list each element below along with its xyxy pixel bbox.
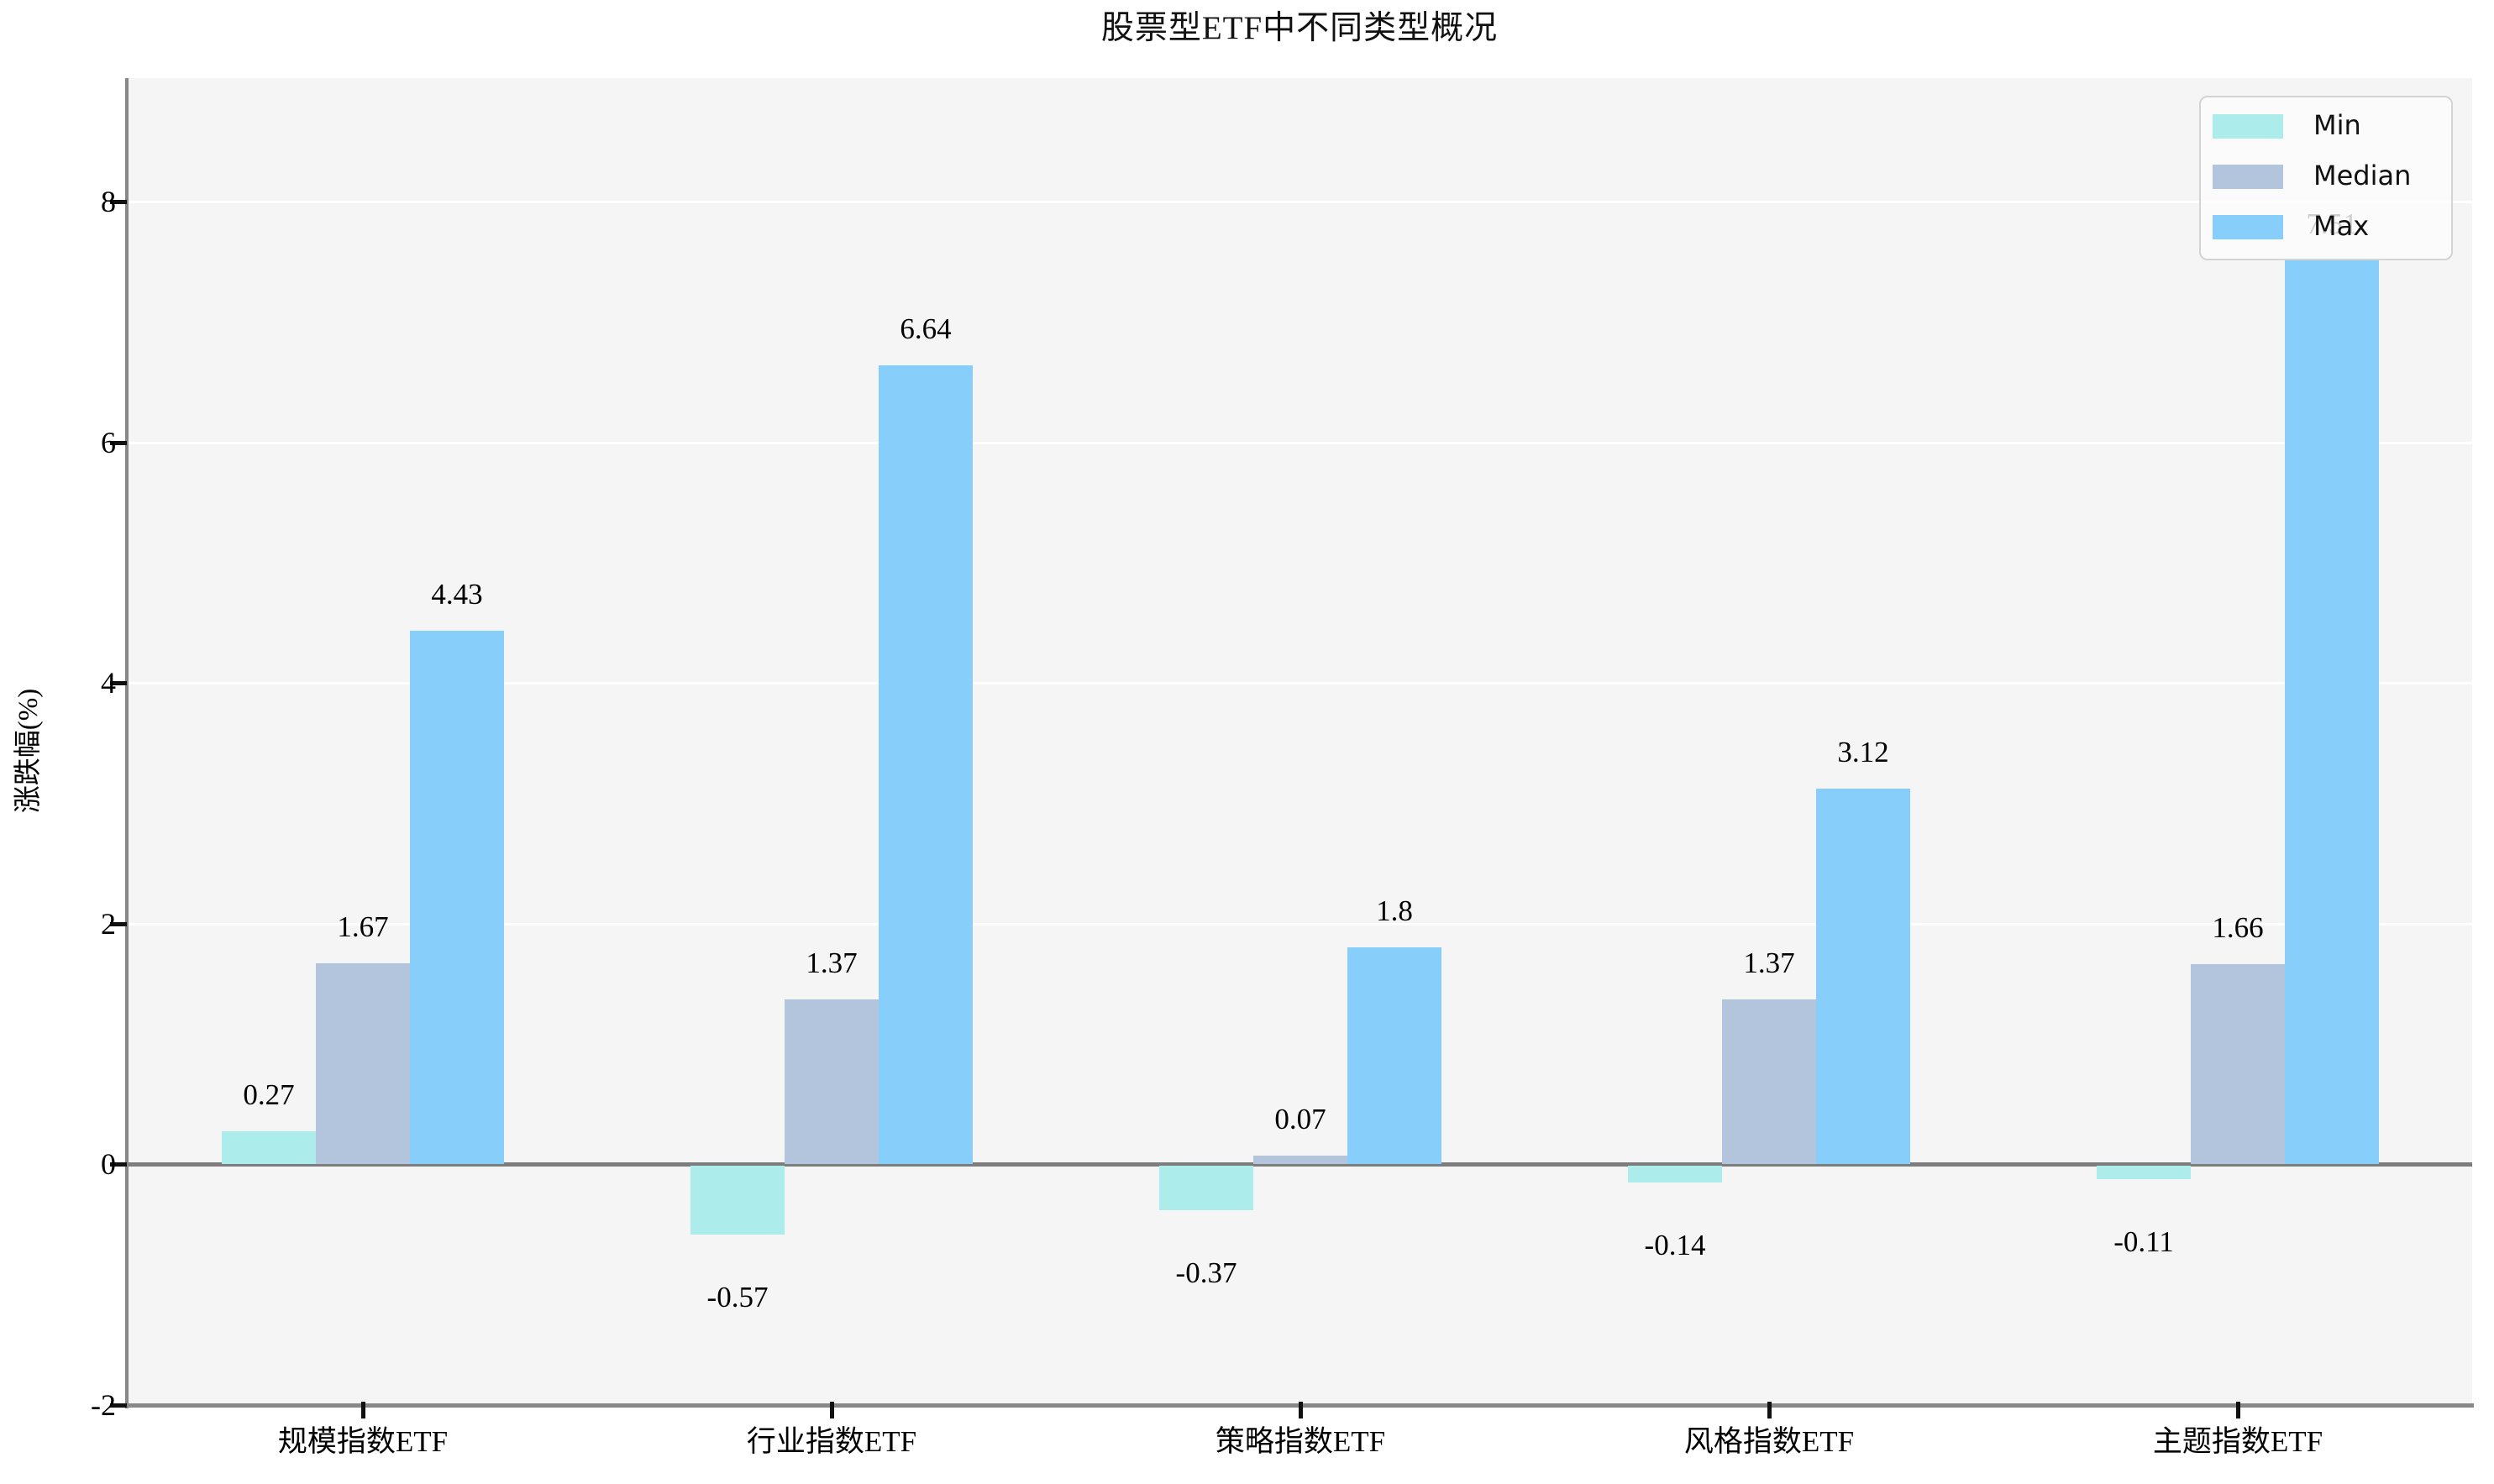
- x-tick-label: 风格指数ETF: [1683, 1425, 1855, 1458]
- y-tick-mark: [110, 200, 127, 204]
- x-tick-label: 策略指数ETF: [1215, 1425, 1386, 1458]
- y-tick-label: 2: [101, 906, 116, 941]
- bar-median: [1722, 999, 1816, 1164]
- bar-median: [785, 999, 879, 1164]
- y-tick-mark: [110, 440, 127, 445]
- x-tick-mark: [830, 1402, 834, 1418]
- bar-min: [1628, 1166, 1722, 1183]
- bar-value-label: -0.37: [1175, 1256, 1237, 1289]
- x-tick-mark: [1767, 1402, 1772, 1418]
- bar-value-label: 0.27: [243, 1078, 295, 1112]
- legend-label: Min: [2313, 109, 2361, 141]
- bar-value-label: 1.37: [806, 946, 858, 979]
- bar-value-label: 0.07: [1274, 1102, 1326, 1135]
- bar-value-label: -0.14: [1644, 1229, 1706, 1262]
- gridline-y6: [127, 441, 2472, 444]
- bar-min: [2097, 1166, 2191, 1179]
- y-tick-mark: [110, 921, 127, 926]
- bar-value-label: 1.8: [1376, 894, 1413, 928]
- x-tick-label: 行业指数ETF: [746, 1425, 917, 1458]
- legend-swatch-max-icon: [2213, 215, 2283, 239]
- legend-label: Max: [2313, 210, 2370, 242]
- bar-max: [1816, 789, 1910, 1164]
- legend-swatch-min-icon: [2213, 114, 2283, 139]
- bar-value-label: 1.67: [337, 910, 389, 943]
- gridline-y2: [127, 922, 2472, 926]
- y-tick-label: 0: [101, 1147, 116, 1181]
- legend-swatch-median-icon: [2213, 165, 2283, 189]
- bar-value-label: 3.12: [1837, 736, 1889, 769]
- bar-value-label: 1.37: [1743, 946, 1795, 979]
- gridline-y8: [127, 201, 2472, 203]
- bar-max: [2285, 260, 2379, 1164]
- bar-value-label: -0.57: [706, 1280, 769, 1314]
- bar-value-label: -0.11: [2113, 1224, 2174, 1258]
- bar-min: [690, 1166, 785, 1235]
- x-tick-mark: [2236, 1402, 2240, 1418]
- plot-area: 0.27 -0.57 -0.37 -0.14 -0.11 1.67 1.37 0.07 1.37…: [127, 78, 2472, 1405]
- bar-value-label: 4.43: [431, 578, 483, 611]
- bar-value-label: 6.64: [900, 312, 952, 345]
- chart-title: 股票型ETF中不同类型概况: [1100, 10, 1499, 46]
- x-tick-label: 规模指数ETF: [277, 1425, 449, 1458]
- x-tick-mark: [361, 1402, 365, 1418]
- bar-median: [2191, 964, 2285, 1164]
- y-tick-mark: [110, 681, 127, 685]
- bar-value-label: 1.66: [2212, 911, 2264, 945]
- legend: Min Median Max: [2199, 96, 2453, 260]
- legend-label: Median: [2313, 160, 2412, 191]
- y-axis-spine: [125, 78, 129, 1408]
- x-tick-label: 主题指数ETF: [2152, 1425, 2323, 1458]
- gridline-y4: [127, 682, 2472, 684]
- y-tick-mark: [110, 1403, 127, 1408]
- y-tick-label: -2: [91, 1387, 116, 1422]
- y-tick-mark: [110, 1162, 127, 1167]
- y-tick-label: 8: [101, 185, 116, 218]
- y-tick-label: 6: [101, 425, 116, 459]
- x-tick-mark: [1299, 1402, 1303, 1418]
- bar-median: [1253, 1155, 1347, 1164]
- zero-line: [127, 1162, 2472, 1167]
- bar-min: [1159, 1166, 1253, 1210]
- bar-max: [879, 364, 973, 1164]
- bar-median: [316, 962, 410, 1164]
- y-tick-label: 4: [101, 666, 116, 700]
- bar-max: [1347, 947, 1441, 1164]
- bar-max: [410, 631, 504, 1164]
- bar-min: [222, 1131, 316, 1164]
